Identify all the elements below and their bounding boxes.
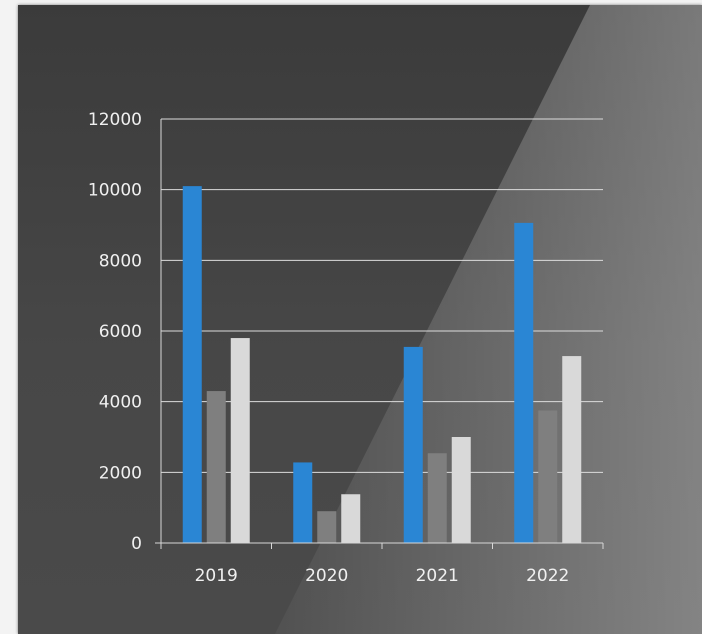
bar [451, 437, 471, 543]
bar [538, 410, 558, 543]
x-tick-label: 2019 [195, 566, 238, 586]
bar [341, 494, 361, 543]
x-tick-label: 2021 [416, 566, 459, 586]
bar [427, 453, 447, 543]
y-tick-label: 10000 [88, 181, 142, 201]
y-tick-label: 2000 [99, 463, 142, 483]
bar [317, 511, 337, 543]
bar [403, 346, 423, 543]
y-tick-label: 6000 [99, 322, 142, 342]
bar [562, 356, 582, 543]
bar [514, 222, 534, 543]
y-axis-ticks: 0 2000 4000 6000 8000 10000 12000 [88, 110, 142, 554]
x-tick-label: 2020 [305, 566, 348, 586]
y-tick-label: 12000 [88, 110, 142, 130]
bar [182, 186, 202, 543]
bar [293, 462, 313, 543]
x-axis: 2019 2020 2021 2022 [155, 119, 604, 586]
x-tick-label: 2022 [526, 566, 569, 586]
bar [206, 391, 226, 543]
bar [230, 338, 250, 543]
bars [182, 186, 582, 543]
y-tick-label: 8000 [99, 251, 142, 271]
glare-overlay [275, 5, 702, 634]
y-tick-label: 4000 [99, 393, 142, 413]
y-tick-label: 0 [131, 534, 142, 554]
